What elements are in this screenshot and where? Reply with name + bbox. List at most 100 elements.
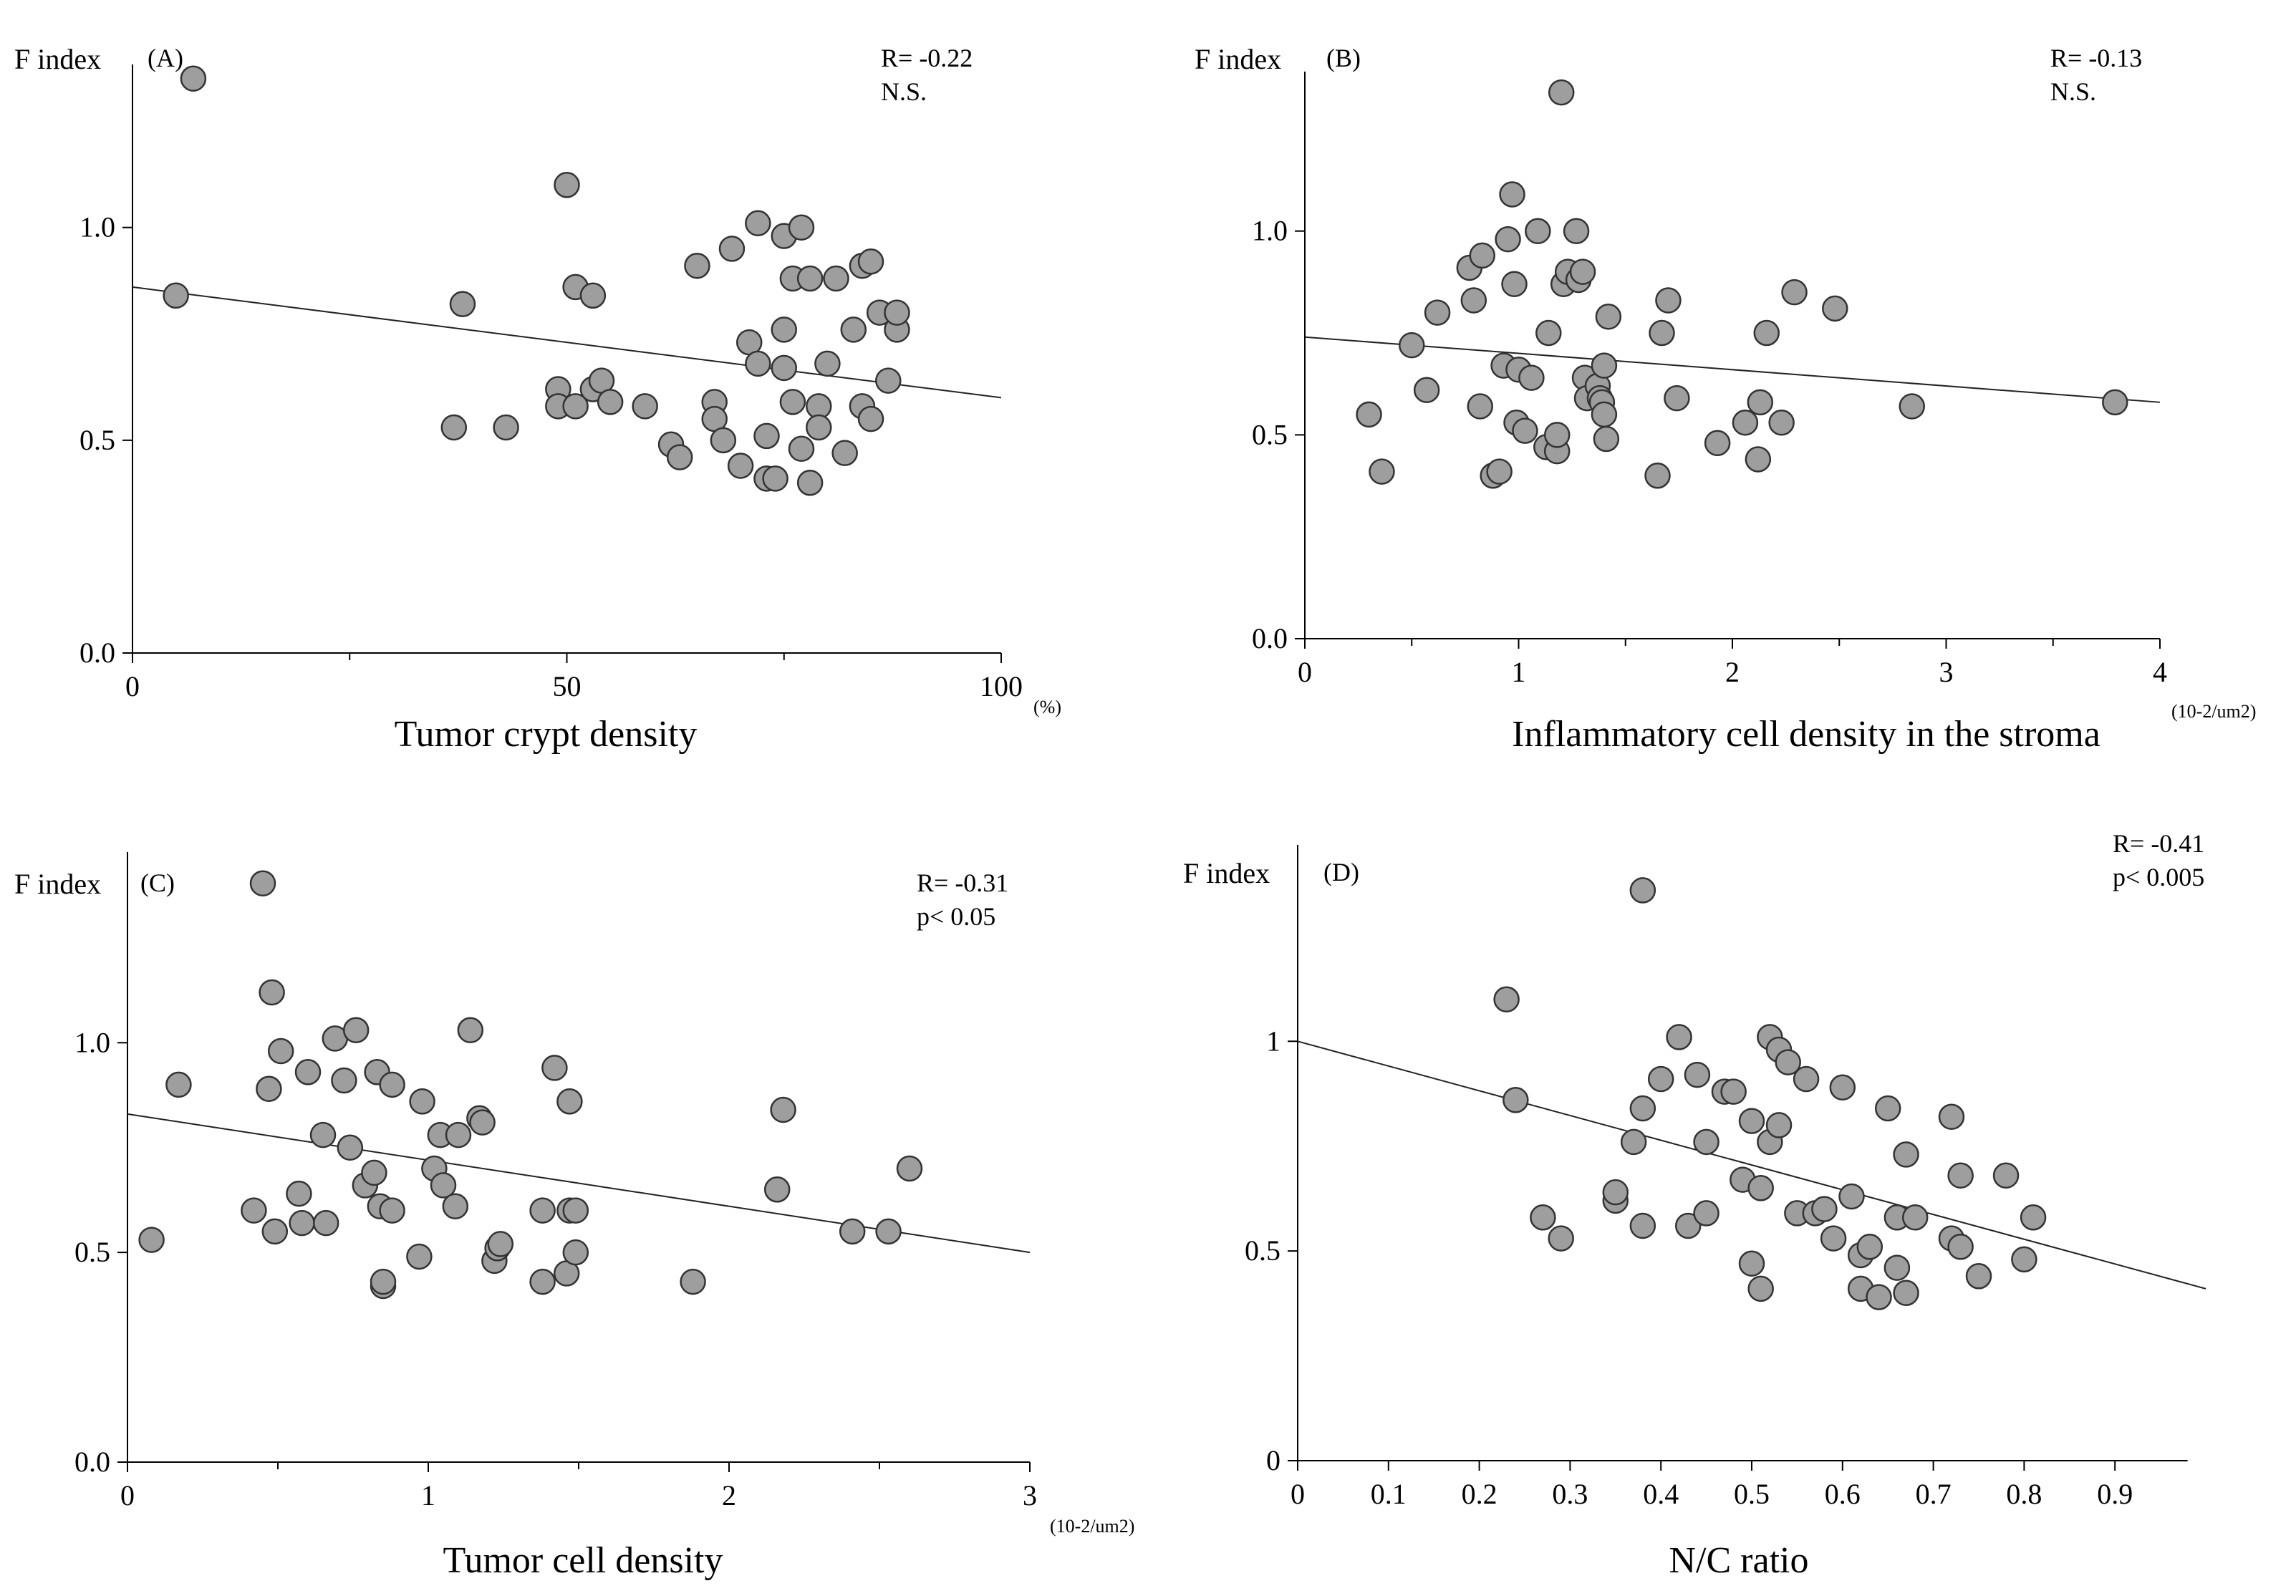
panel-c-data-point bbox=[562, 1239, 589, 1266]
panel-c-data-point bbox=[457, 1017, 484, 1043]
panel-a-data-point bbox=[857, 405, 884, 432]
panel-c-data-point bbox=[680, 1268, 706, 1295]
panel-a-data-point bbox=[796, 470, 824, 496]
panel-b-data-point bbox=[1704, 430, 1731, 456]
panel-b-data-point bbox=[1535, 319, 1562, 347]
panel-a-data-point bbox=[753, 422, 780, 450]
panel-d-data-point bbox=[1838, 1183, 1865, 1210]
panel-d-x-tick-label: 0.9 bbox=[2097, 1478, 2133, 1510]
panel-d-data-point bbox=[1666, 1024, 1692, 1050]
panel-b-data-point bbox=[1569, 258, 1596, 285]
panel-c-y-tick-label: 0.5 bbox=[74, 1236, 110, 1268]
panel-c-data-point bbox=[370, 1268, 397, 1295]
panel-d-data-point bbox=[1992, 1162, 2020, 1189]
panel-c-data-point bbox=[249, 870, 276, 896]
panel-d-data-point bbox=[1874, 1095, 1901, 1122]
panel-a-significance: N.S. bbox=[881, 77, 927, 106]
panel-a-data-point bbox=[493, 414, 519, 441]
panel-b-letter: (B) bbox=[1326, 44, 1361, 72]
panel-a-regression-line bbox=[132, 286, 1002, 399]
panel-d-data-point bbox=[1866, 1284, 1892, 1310]
panel-d-data-point bbox=[1965, 1263, 1992, 1290]
panel-c-y-axis-label: F index bbox=[14, 868, 101, 900]
panel-c-data-point bbox=[875, 1218, 902, 1245]
panel-c-data-point bbox=[839, 1218, 866, 1245]
panel-c-data-point bbox=[267, 1038, 294, 1065]
panel-d-data-point bbox=[1684, 1061, 1711, 1088]
panel-c-data-point bbox=[259, 979, 285, 1006]
panel-a-x-unit: (%) bbox=[1033, 697, 1061, 717]
panel-a-y-axis-label: F index bbox=[14, 43, 101, 75]
panel-b-data-point bbox=[1548, 79, 1575, 106]
panel-a-data-point bbox=[771, 354, 797, 382]
panel-a-data-point bbox=[771, 316, 797, 343]
panel-b-data-point bbox=[1732, 410, 1759, 436]
panel-b-x-axis-title: Inflammatory cell density in the stroma bbox=[1512, 714, 2100, 755]
panel-d-data-point bbox=[1829, 1074, 1856, 1101]
panel-b-data-point bbox=[1467, 393, 1494, 420]
panel-a-data-point bbox=[875, 367, 902, 394]
panel-b-data-point bbox=[1486, 458, 1513, 485]
panel-d-y-tick-label: 1 bbox=[1266, 1025, 1280, 1057]
panel-b-regression-line bbox=[1304, 336, 2161, 403]
panel-c-x-axis-title: Tumor cell density bbox=[443, 1540, 723, 1581]
panel-c-data-point bbox=[409, 1088, 435, 1115]
panel-d-x-tick-label: 0.5 bbox=[1734, 1478, 1770, 1510]
panel-d-x-tick-label: 0.7 bbox=[1916, 1478, 1952, 1510]
panel-a-data-point bbox=[666, 444, 693, 470]
panel-d-x-tick-label: 0.6 bbox=[1825, 1478, 1861, 1510]
panel-d-data-point bbox=[1856, 1234, 1883, 1260]
panel-d-data-point bbox=[1629, 1095, 1656, 1122]
panel-d-data-point bbox=[1793, 1065, 1820, 1093]
panel-d-data-point bbox=[1747, 1175, 1774, 1201]
panel-d-data-point bbox=[1820, 1225, 1847, 1252]
panel-a-r-value: R= -0.22 bbox=[881, 44, 973, 72]
panel-c-data-point bbox=[138, 1227, 165, 1253]
panel-a-data-point bbox=[562, 393, 589, 420]
panel-b-x-tick-label: 1 bbox=[1512, 656, 1526, 688]
panel-c-letter: (C) bbox=[140, 869, 175, 897]
panel-a-data-point bbox=[788, 214, 815, 241]
panel-d-x-tick-label: 0 bbox=[1291, 1478, 1305, 1510]
panel-b-data-point bbox=[1518, 364, 1545, 391]
panel-b-data-point bbox=[1822, 295, 1848, 322]
panel-b-data-point bbox=[1424, 299, 1451, 326]
panel-c-x-tick-label: 1 bbox=[421, 1479, 435, 1512]
panel-c-data-point bbox=[312, 1209, 339, 1237]
panel-d-data-point bbox=[1674, 1212, 1702, 1239]
panel-b: F index (B) R= -0.13 N.S. Inflammatory c… bbox=[1195, 43, 2256, 755]
panel-c-data-point bbox=[529, 1197, 556, 1224]
panel-c-data-point bbox=[487, 1231, 514, 1257]
panel-b-x-tick-label: 0 bbox=[1298, 656, 1312, 688]
panel-b-data-point bbox=[1591, 352, 1618, 379]
panel-c-data-point bbox=[529, 1268, 556, 1295]
panel-b-data-point bbox=[1781, 279, 1808, 306]
panel-d-data-point bbox=[1811, 1196, 1838, 1222]
panel-a: F index (A) R= -0.22 N.S. Tumor crypt de… bbox=[14, 43, 1061, 755]
panel-a-data-point bbox=[745, 350, 771, 377]
panel-c-significance: p< 0.05 bbox=[917, 902, 995, 931]
panel-b-data-point bbox=[1499, 181, 1525, 208]
panel-d-data-point bbox=[1947, 1234, 1974, 1260]
panel-c-data-point bbox=[406, 1243, 433, 1270]
panel-c-x-unit: (10-2/um2) bbox=[1050, 1516, 1134, 1537]
panel-b-data-point bbox=[1591, 401, 1618, 428]
panel-b-x-tick-label: 3 bbox=[1939, 656, 1954, 688]
panel-d-data-point bbox=[1620, 1128, 1647, 1156]
panel-a-data-point bbox=[727, 453, 754, 479]
panel-d-significance: p< 0.005 bbox=[2113, 863, 2204, 891]
panel-d-data-point bbox=[1602, 1179, 1629, 1206]
panel-b-y-tick-label: 0.5 bbox=[1252, 418, 1288, 450]
panel-b-data-point bbox=[1512, 417, 1538, 444]
panel-c-data-point bbox=[556, 1088, 583, 1115]
panel-a-data-point bbox=[884, 299, 910, 326]
panel-b-data-point bbox=[1563, 218, 1590, 244]
panel-c-data-point bbox=[261, 1218, 289, 1245]
panel-a-data-point bbox=[440, 414, 468, 441]
panel-c-data-point bbox=[241, 1197, 267, 1224]
panel-b-x-tick-label: 4 bbox=[2153, 656, 2167, 688]
panel-c-data-point bbox=[763, 1176, 791, 1203]
panel-d-letter: (D) bbox=[1323, 858, 1359, 886]
panel-c-data-point bbox=[770, 1096, 796, 1123]
panel-d-data-point bbox=[1947, 1162, 1974, 1189]
